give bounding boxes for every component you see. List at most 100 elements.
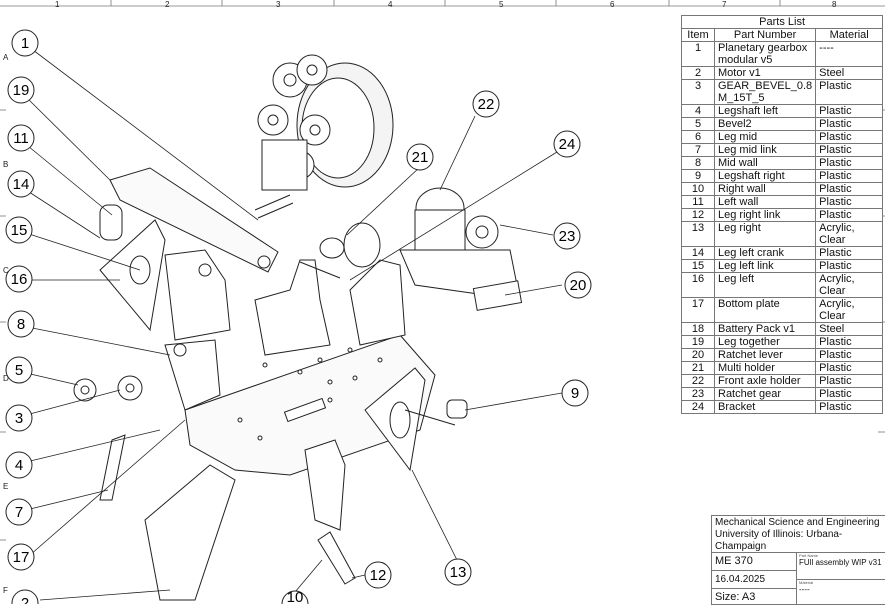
- callout-label: 14: [13, 176, 30, 193]
- row-material: Plastic: [815, 195, 884, 209]
- row-item: 4: [681, 104, 715, 118]
- row-material: Plastic: [815, 208, 884, 222]
- row-item: 21: [681, 361, 715, 375]
- table-row: 10 Right wall Plastic: [681, 182, 884, 196]
- row-part-number: Leg left crank: [713, 246, 817, 260]
- row-part-number: Leg together: [713, 335, 817, 349]
- row-item: 24: [681, 400, 715, 414]
- callout-balloon-4: 4: [5, 451, 33, 479]
- table-row: 7 Leg mid link Plastic: [681, 143, 884, 157]
- row-material: Steel: [815, 66, 884, 80]
- bottom-plate: [184, 334, 436, 476]
- table-row: 19 Leg together Plastic: [681, 335, 884, 349]
- zone-row-label: A: [3, 53, 9, 62]
- zone-column-label: 4: [388, 0, 393, 9]
- row-item: 19: [681, 335, 715, 349]
- row-material: ----: [815, 41, 884, 67]
- zone-column-label: 2: [165, 0, 170, 9]
- column-header-part-number: Part Number: [713, 28, 817, 42]
- row-item: 13: [681, 221, 715, 247]
- leg-left-plate: [99, 204, 166, 332]
- row-material: Plastic: [815, 117, 884, 131]
- bevel-gears: [73, 375, 143, 402]
- callout-balloon-17: 17: [7, 543, 35, 571]
- row-part-number: Mid wall: [713, 156, 817, 170]
- row-item: 1: [681, 41, 715, 67]
- row-part-number: Multi holder: [713, 361, 817, 375]
- row-item: 20: [681, 348, 715, 362]
- callout-balloon-21: 21: [406, 143, 434, 171]
- table-row: 6 Leg mid Plastic: [681, 130, 884, 144]
- row-item: 8: [681, 156, 715, 170]
- row-material: Plastic: [815, 348, 884, 362]
- row-item: 3: [681, 79, 715, 105]
- zone-row-label: F: [3, 586, 8, 595]
- callout-balloon-15: 15: [5, 216, 33, 244]
- row-material: Plastic: [815, 361, 884, 375]
- callout-label: 7: [15, 504, 23, 521]
- table-row: 15 Leg left link Plastic: [681, 259, 884, 273]
- callout-label: 13: [450, 564, 467, 581]
- callout-balloon-20: 20: [564, 271, 592, 299]
- callout-balloon-12: 12: [364, 561, 392, 589]
- callout-label: 23: [559, 228, 576, 245]
- callout-balloon-22: 22: [472, 90, 500, 118]
- callout-balloons: 1 19 11 14 15 16 8 5 3 4 7 17 2 21 22 24…: [5, 29, 592, 604]
- row-material: Acrylic, Clear: [815, 272, 884, 298]
- title-block-right: Part Name FUll assembly WIP v31 Material…: [797, 552, 885, 605]
- callout-label: 9: [571, 385, 579, 402]
- callout-label: 16: [11, 271, 28, 288]
- parts-list-title: Parts List: [680, 15, 884, 29]
- row-part-number: Leg mid link: [713, 143, 817, 157]
- row-item: 14: [681, 246, 715, 260]
- callout-balloon-8: 8: [7, 310, 35, 338]
- zone-row-label: E: [3, 482, 9, 491]
- callout-balloon-16: 16: [5, 265, 33, 293]
- table-row: 18 Battery Pack v1 Steel: [681, 322, 884, 336]
- leg-right-plate: [364, 367, 468, 472]
- callout-label: 10: [287, 589, 304, 604]
- callout-label: 15: [11, 222, 28, 239]
- callout-label: 1: [21, 35, 29, 52]
- row-part-number: GEAR_BEVEL_0.8 M_15T_5: [713, 79, 817, 105]
- row-item: 17: [681, 297, 715, 323]
- callout-label: 24: [559, 136, 576, 153]
- row-material: Plastic: [815, 387, 884, 401]
- row-item: 2: [681, 66, 715, 80]
- row-material: Plastic: [815, 79, 884, 105]
- row-part-number: Front axle holder: [713, 374, 817, 388]
- callout-label: 5: [15, 362, 23, 379]
- row-material: Plastic: [815, 246, 884, 260]
- row-part-number: Legshaft right: [713, 169, 817, 183]
- row-part-number: Bottom plate: [713, 297, 817, 323]
- row-item: 5: [681, 117, 715, 131]
- table-row: 21 Multi holder Plastic: [681, 361, 884, 375]
- callout-balloon-23: 23: [553, 222, 581, 250]
- title-block: Mechanical Science and Engineering Unive…: [711, 515, 885, 605]
- callout-label: 8: [17, 316, 25, 333]
- row-part-number: Left wall: [713, 195, 817, 209]
- row-part-number: Ratchet lever: [713, 348, 817, 362]
- table-row: 22 Front axle holder Plastic: [681, 374, 884, 388]
- row-material: Plastic: [815, 335, 884, 349]
- callout-label: 12: [370, 567, 387, 584]
- institution-line-1: Mechanical Science and Engineering: [715, 517, 880, 528]
- row-item: 16: [681, 272, 715, 298]
- row-item: 6: [681, 130, 715, 144]
- row-part-number: Motor v1: [713, 66, 817, 80]
- row-material: Plastic: [815, 143, 884, 157]
- institution: Mechanical Science and Engineering Unive…: [715, 517, 885, 553]
- row-part-number: Leg left link: [713, 259, 817, 273]
- parts-list-body: 1 Planetary gearbox modular v5 ---- 2 Motor …: [681, 41, 884, 414]
- material-label: Material: [799, 580, 814, 585]
- leg-together-bar: [109, 167, 279, 273]
- table-row: 14 Leg left crank Plastic: [681, 246, 884, 260]
- table-row: 8 Mid wall Plastic: [681, 156, 884, 170]
- row-item: 9: [681, 169, 715, 183]
- callout-balloon-10: 10: [281, 589, 309, 604]
- table-row: 1 Planetary gearbox modular v5 ----: [681, 41, 884, 67]
- row-item: 23: [681, 387, 715, 401]
- row-material: Acrylic, Clear: [815, 221, 884, 247]
- part-name-label: Part Name: [799, 553, 819, 558]
- parts-list-table: Parts List Item Part Number Material 1 Pl…: [680, 15, 884, 414]
